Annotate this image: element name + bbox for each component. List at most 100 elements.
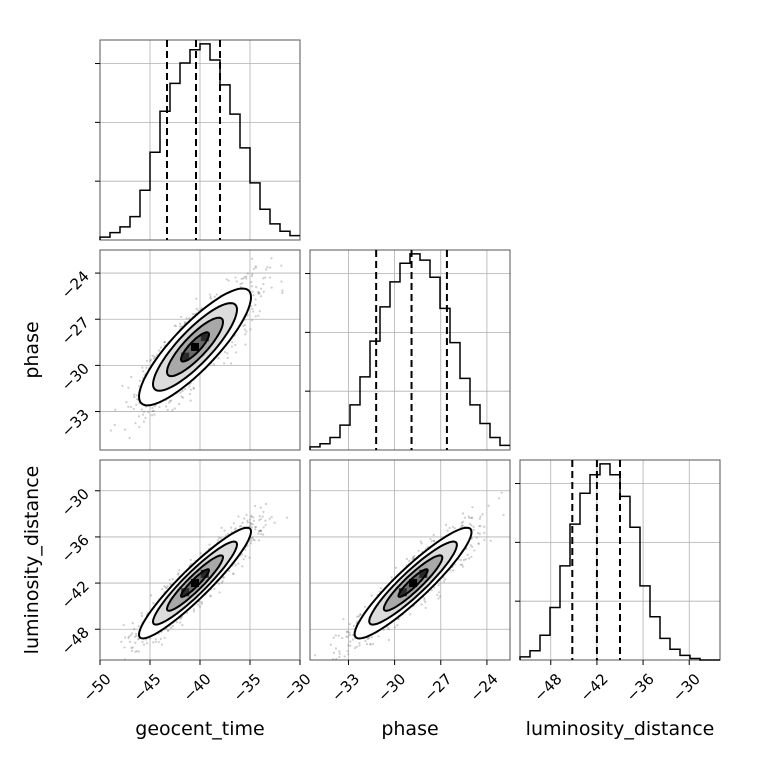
scatter-point [253, 539, 256, 542]
scatter-point [177, 572, 180, 575]
scatter-point [341, 636, 344, 640]
scatter-point [502, 513, 505, 517]
scatter-point [252, 516, 255, 519]
scatter-point [446, 529, 449, 532]
scatter-point [262, 533, 265, 536]
scatter-point [250, 515, 253, 518]
scatter-point [430, 540, 433, 543]
contour-line [165, 554, 225, 612]
scatter-point [252, 519, 256, 522]
scatter-point [223, 529, 226, 532]
scatter-point [98, 665, 100, 667]
scatter-point [115, 454, 117, 456]
scatter-point [351, 633, 355, 637]
scatter-point [243, 517, 246, 520]
scatter-point [142, 420, 146, 423]
scatter-point [209, 293, 212, 296]
scatter-point [131, 646, 134, 649]
scatter-point [117, 661, 119, 663]
scatter-point [479, 515, 482, 518]
scatter-point [158, 405, 161, 409]
scatter-point [260, 287, 263, 290]
scatter-point [259, 529, 263, 532]
x-tick-label: −33 [328, 670, 363, 705]
scatter-point [189, 399, 192, 402]
scatter-point [547, 466, 549, 468]
scatter-point [151, 414, 154, 417]
scatter-point [261, 515, 264, 518]
y-tick-label: −42 [58, 577, 93, 612]
scatter-point [151, 354, 154, 357]
scatter-point [437, 584, 440, 587]
scatter-point [409, 613, 412, 616]
density-peak [398, 588, 407, 597]
scatter-point [394, 566, 397, 569]
scatter-point [237, 515, 240, 518]
scatter-point [477, 542, 480, 546]
scatter-point [259, 529, 263, 532]
scatter-point [173, 407, 176, 410]
scatter-point [249, 328, 252, 331]
scatter-point [250, 304, 253, 308]
scatter-point [387, 638, 390, 642]
scatter-point [366, 637, 369, 640]
scatter-point [152, 357, 156, 360]
scatter-point [254, 315, 257, 318]
scatter-point [471, 545, 474, 548]
scatter-point [487, 504, 490, 507]
scatter-point [227, 279, 230, 282]
scatter-point [461, 512, 465, 515]
scatter-point [130, 646, 133, 649]
scatter-point [481, 513, 484, 516]
scatter-point [254, 298, 257, 301]
scatter-point [242, 558, 245, 561]
scatter-point [500, 491, 503, 494]
scatter-point [220, 581, 224, 584]
scatter-point [252, 267, 255, 270]
scatter-point [197, 603, 200, 606]
scatter-point [188, 392, 191, 396]
scatter-point [257, 532, 260, 535]
density-peak [409, 579, 418, 588]
scatter-point [245, 277, 248, 280]
scatter-point [159, 346, 163, 349]
scatter-point [178, 322, 182, 325]
scatter-point [470, 524, 473, 527]
scatter-point [134, 422, 137, 425]
scatter-point [228, 569, 231, 573]
scatter-point [369, 643, 372, 646]
scatter-point [313, 654, 317, 657]
scatter-point [192, 608, 196, 611]
scatter-point [489, 539, 492, 542]
x-tick-label: −45 [130, 670, 165, 705]
scatter-point [157, 640, 160, 644]
scatter-point [136, 398, 139, 401]
scatter-point [195, 307, 198, 310]
density-peak [200, 333, 209, 342]
scatter-point [286, 516, 289, 519]
y-tick-label: −48 [58, 623, 93, 658]
scatter-point [259, 529, 262, 532]
scatter-point [208, 543, 211, 546]
scatter-point [138, 385, 141, 388]
scatter-point [439, 595, 442, 598]
scatter-point [262, 526, 265, 529]
scatter-point [358, 641, 361, 645]
scatter-point [460, 521, 463, 524]
scatter-point [419, 540, 422, 543]
scatter-point [254, 265, 257, 268]
scatter-point [209, 297, 212, 300]
scatter-point [134, 641, 137, 644]
scatter-point [141, 413, 145, 416]
scatter-point [154, 640, 157, 643]
scatter-point [281, 289, 284, 292]
scatter-point [437, 597, 440, 600]
scatter-point [436, 593, 439, 597]
scatter-point [332, 636, 335, 639]
scatter-point [264, 276, 267, 279]
scatter-point [137, 638, 140, 641]
scatter-point [185, 317, 188, 320]
scatter-point [246, 272, 249, 275]
scatter-point [258, 310, 261, 313]
